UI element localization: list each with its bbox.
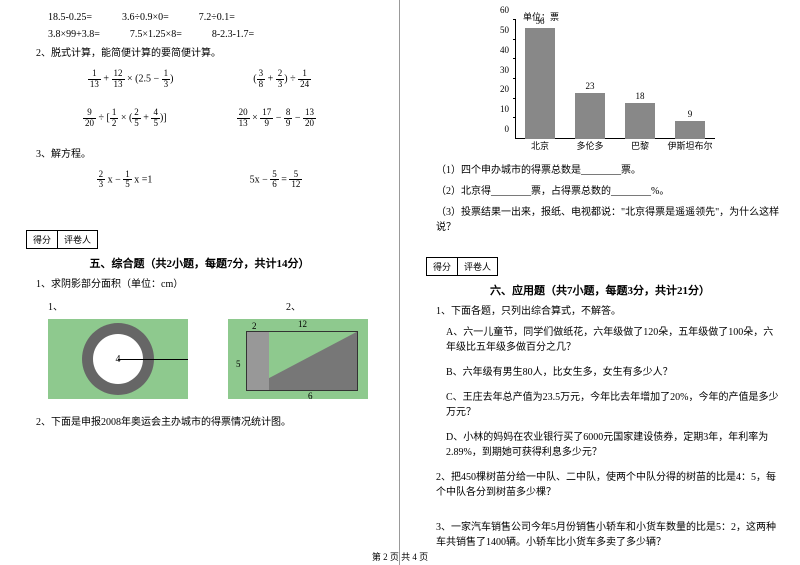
formula: 2013 × 179 − 89 − 1320 — [237, 108, 316, 129]
bar-beijing: 56 — [525, 28, 555, 139]
score-label: 得分 — [27, 231, 58, 248]
formula-row: 23 x − 15 x =1 5x − 56 = 512 — [18, 170, 381, 191]
eq: 7.2÷0.1= — [199, 12, 235, 23]
eq: 18.5-0.25= — [48, 12, 92, 23]
ytick: 20 — [500, 84, 509, 94]
bar-value: 23 — [575, 81, 605, 91]
sub-question: C、王庄去年总产值为23.5万元，今年比去年增加了20%，今年的产值是多少万元？ — [418, 390, 782, 420]
bar-value: 56 — [525, 16, 555, 26]
sub-label: 1、 — [48, 298, 63, 313]
bar-paris: 18 — [625, 103, 655, 139]
score-label: 得分 — [427, 258, 458, 275]
ring-figure: 4 — [48, 319, 188, 399]
sub-label: 2、 — [286, 298, 301, 313]
left-column: 18.5-0.25= 3.6÷0.9×0= 7.2÷0.1= 3.8×99+3.… — [0, 0, 400, 565]
fig-label-left: 2 — [252, 321, 257, 331]
eq: 3.6÷0.9×0= — [122, 12, 169, 23]
score-box: 得分 评卷人 — [426, 257, 498, 276]
right-column: 单位：票 0 10 20 30 40 50 60 56 23 — [400, 0, 800, 565]
question: 3、一家汽车销售公司今年5月份销售小轿车和小货车数量的比是5：2，这两种车共销售… — [418, 520, 782, 550]
ytick: 30 — [500, 65, 509, 75]
bar-toronto: 23 — [575, 93, 605, 139]
exam-page: 18.5-0.25= 3.6÷0.9×0= 7.2÷0.1= 3.8×99+3.… — [0, 0, 800, 565]
page-footer: 第 2 页 共 4 页 — [0, 550, 800, 563]
sub-question: D、小林的妈妈在农业银行买了6000元国家建设债券，定期3年，年利率为2.89%… — [418, 430, 782, 460]
eq: 7.5×1.25×8= — [130, 29, 182, 40]
chart-y-axis: 0 10 20 30 40 50 60 — [475, 20, 513, 139]
chart-question: （2）北京得________票，占得票总数的________%。 — [418, 184, 782, 199]
formula: 23 x − 15 x =1 — [97, 170, 153, 191]
grader-label: 评卷人 — [458, 258, 497, 275]
grader-label: 评卷人 — [58, 231, 97, 248]
formula-row: 113 + 1213 × (2.5 − 13) (38 + 23) ÷ 124 — [18, 69, 381, 90]
equation-row: 18.5-0.25= 3.6÷0.9×0= 7.2÷0.1= — [18, 12, 381, 23]
ytick: 0 — [505, 124, 510, 134]
chart-area: 56 23 18 9 — [515, 20, 715, 139]
sub-question: A、六一儿童节，同学们做纸花，六年级做了120朵，五年级做了100朵，六年级比五… — [418, 325, 782, 355]
formula: 5x − 56 = 512 — [250, 170, 303, 191]
fig-label-bottom: 6 — [308, 391, 313, 401]
ring-line — [118, 359, 188, 360]
equation-row: 3.8×99+3.8= 7.5×1.25×8= 8-2.3-1.7= — [18, 29, 381, 40]
formula: 920 ÷ [12 × (25 + 45)] — [83, 108, 167, 129]
xlabel: 北京 — [515, 139, 565, 157]
fig-label-top: 12 — [298, 319, 307, 329]
bar-value: 18 — [625, 91, 655, 101]
chart-question: （3）投票结果一出来，报纸、电视都说："北京得票是遥遥领先"，为什么这样说？ — [418, 205, 782, 235]
formula: (38 + 23) ÷ 124 — [253, 69, 311, 90]
chart-question: （1）四个申办城市的得票总数是________票。 — [418, 163, 782, 178]
xlabel: 伊斯坦布尔 — [665, 139, 715, 157]
tri-rect — [246, 331, 358, 391]
chart-x-axis: 北京 多伦多 巴黎 伊斯坦布尔 — [515, 139, 715, 157]
section-title: 六、应用题（共7小题，每题3分，共计21分） — [418, 282, 782, 298]
ytick: 60 — [500, 5, 509, 15]
question: 2、把450棵树苗分给一中队、二中队，使两个中队分得的树苗的比是4：5，每个中队… — [418, 470, 782, 500]
sub-question: B、六年级有男生80人，比女生多，女生有多少人？ — [418, 365, 782, 380]
bar-istanbul: 9 — [675, 121, 705, 139]
ring-outer: 4 — [82, 323, 154, 395]
ytick: 50 — [500, 25, 509, 35]
section-title: 五、综合题（共2小题，每题7分，共计14分） — [18, 255, 381, 271]
eq: 8-2.3-1.7= — [212, 29, 254, 40]
question-title: 3、解方程。 — [18, 147, 381, 162]
xlabel: 巴黎 — [615, 139, 665, 157]
formula-row: 920 ÷ [12 × (25 + 45)] 2013 × 179 − 89 −… — [18, 108, 381, 129]
question: 2、下面是申报2008年奥运会主办城市的得票情况统计图。 — [18, 415, 381, 430]
fig-label-h: 5 — [236, 359, 241, 369]
ytick: 40 — [500, 45, 509, 55]
ytick: 10 — [500, 104, 509, 114]
bar-value: 9 — [675, 109, 705, 119]
triangle-figure: 12 2 5 6 — [228, 319, 368, 399]
question: 1、求阴影部分面积（单位：cm） — [18, 277, 381, 292]
eq: 3.8×99+3.8= — [48, 29, 100, 40]
score-box: 得分 评卷人 — [26, 230, 98, 249]
question: 1、下面各题，只列出综合算式，不解答。 — [418, 304, 782, 319]
formula: 113 + 1213 × (2.5 − 13) — [88, 69, 174, 90]
question-title: 2、脱式计算，能简便计算的要简便计算。 — [18, 46, 381, 61]
xlabel: 多伦多 — [565, 139, 615, 157]
figure-row: 4 12 2 5 6 — [18, 319, 381, 399]
vote-chart: 单位：票 0 10 20 30 40 50 60 56 23 — [475, 12, 725, 157]
figure-row: 1、 2、 — [18, 298, 381, 313]
